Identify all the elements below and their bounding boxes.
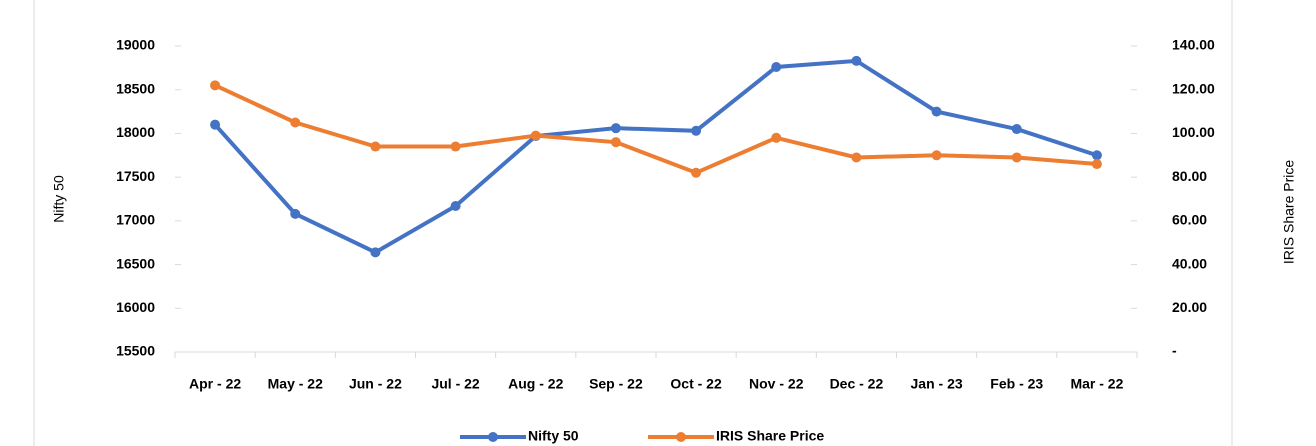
y2-tick-label: -: [1172, 343, 1177, 359]
y-tick-label: 18500: [116, 80, 155, 96]
point: [931, 106, 942, 117]
x-tick-label: Sep - 22: [589, 376, 643, 392]
x-tick-label: Apr - 22: [189, 376, 241, 392]
legend-label: IRIS Share Price: [716, 428, 824, 444]
y-tick-label: 16000: [116, 299, 155, 315]
point: [290, 117, 301, 128]
point: [530, 130, 541, 141]
point: [691, 125, 702, 136]
y2-tick-label: 80.00: [1172, 168, 1207, 184]
x-tick-label: Oct - 22: [670, 376, 722, 392]
x-tick-label: Dec - 22: [830, 376, 884, 392]
y2-tick-label: 20.00: [1172, 299, 1207, 315]
y-tick-label: 19000: [116, 37, 155, 53]
y-tick-label: 18000: [116, 124, 155, 140]
x-tick-label: Feb - 23: [990, 376, 1043, 392]
y-tick-label: 15500: [116, 343, 155, 359]
y2-tick-label: 120.00: [1172, 80, 1215, 96]
series-line: [214, 83, 1098, 175]
y-axis-title: Nifty 50: [51, 175, 67, 223]
y2-axis-title: IRIS Share Price: [1281, 160, 1297, 264]
x-tick-label: May - 22: [268, 376, 323, 392]
y-tick-label: 17500: [116, 168, 155, 184]
point: [290, 208, 301, 219]
y-tick-label: 16500: [116, 255, 155, 271]
point: [1011, 152, 1022, 163]
y2-tick-label: 100.00: [1172, 124, 1215, 140]
point: [851, 55, 862, 66]
point: [210, 80, 221, 91]
x-tick-label: Jul - 22: [431, 376, 479, 392]
point: [691, 167, 702, 178]
point: [370, 141, 381, 152]
point: [771, 132, 782, 143]
point: [931, 150, 942, 161]
point: [1011, 124, 1022, 135]
point: [610, 137, 621, 148]
legend-label: Nifty 50: [528, 428, 579, 444]
y2-tick-label: 140.00: [1172, 37, 1215, 53]
legend-marker: [488, 432, 498, 442]
series-line: [213, 58, 1098, 255]
x-tick-label: Jan - 23: [911, 376, 963, 392]
y2-tick-label: 60.00: [1172, 212, 1207, 228]
x-tick-label: Nov - 22: [749, 376, 804, 392]
point: [450, 200, 461, 211]
point: [610, 123, 621, 134]
y-tick-label: 17000: [116, 212, 155, 228]
x-tick-label: Jun - 22: [349, 376, 402, 392]
point: [1091, 150, 1102, 161]
y2-tick-label: 40.00: [1172, 255, 1207, 271]
point: [370, 247, 381, 258]
point: [1091, 159, 1102, 170]
x-tick-label: Mar - 22: [1070, 376, 1123, 392]
point: [851, 152, 862, 163]
point: [771, 61, 782, 72]
x-tick-label: Aug - 22: [508, 376, 563, 392]
point: [450, 141, 461, 152]
legend-marker: [676, 432, 686, 442]
point: [210, 119, 221, 130]
